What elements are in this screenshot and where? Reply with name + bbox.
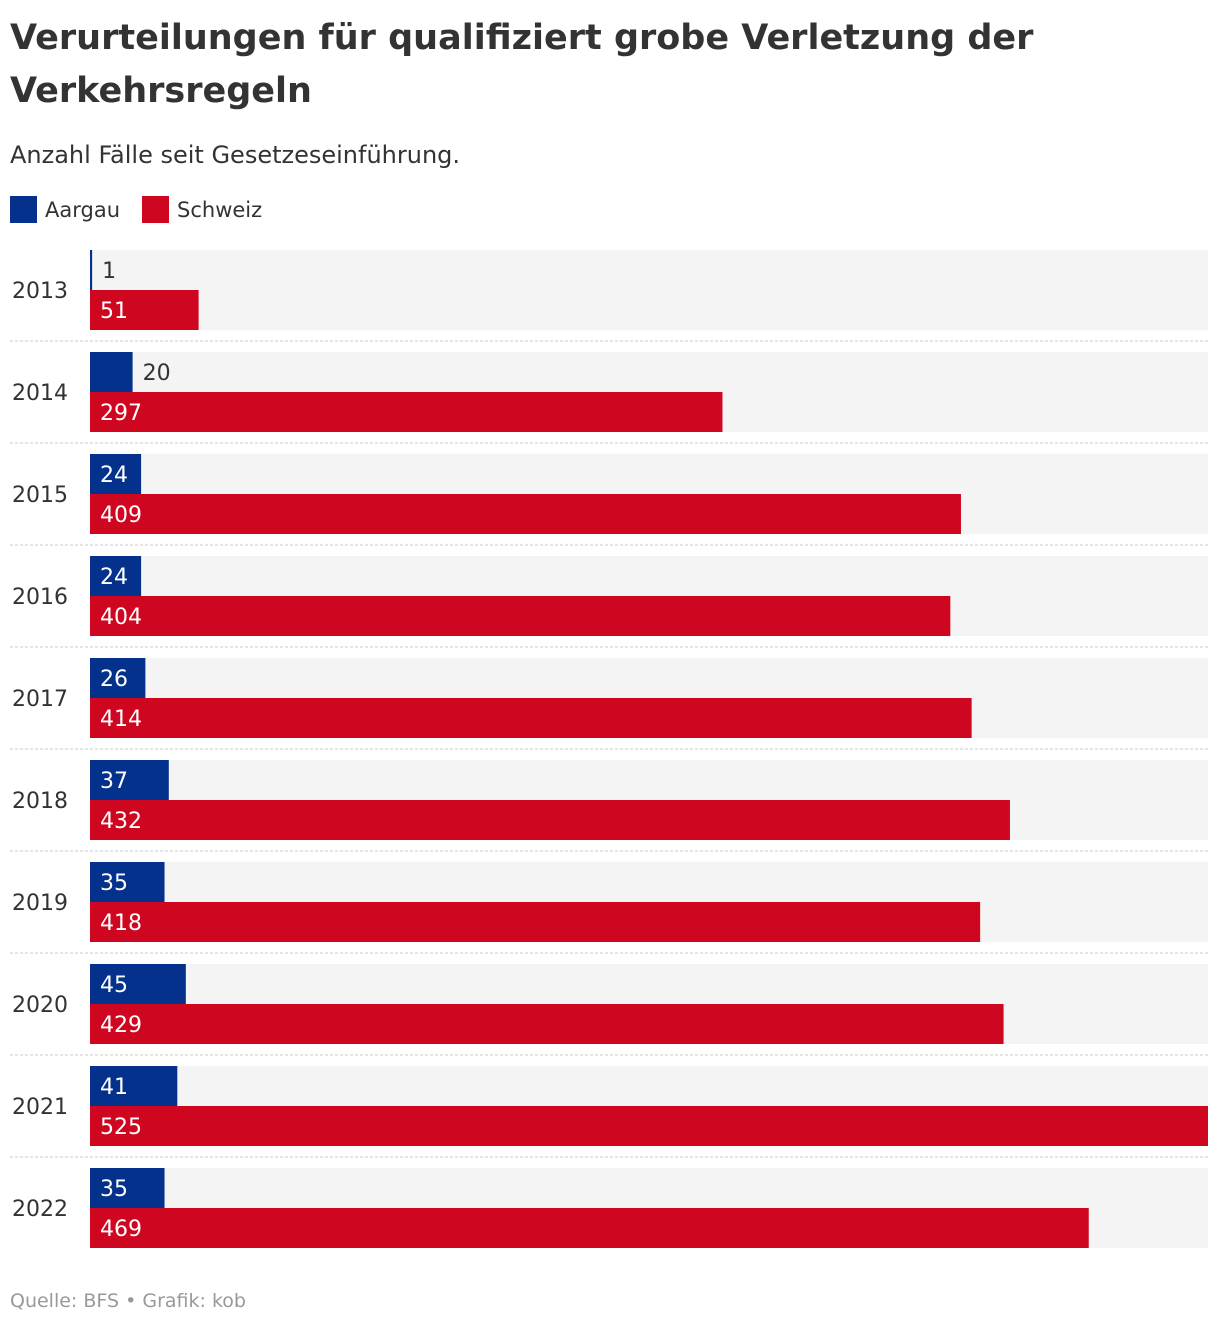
bar-aargau-2015	[90, 454, 142, 494]
data-label-aargau-2020: 45	[100, 973, 128, 998]
data-label-schweiz-2016: 404	[100, 605, 142, 630]
data-label-aargau-2022: 35	[100, 1177, 128, 1202]
bar-aargau-2019	[90, 862, 165, 902]
data-label-schweiz-2014: 297	[100, 401, 142, 426]
year-label-2016: 2016	[12, 585, 68, 610]
bar-schweiz-2019	[90, 902, 981, 942]
year-label-2015: 2015	[12, 483, 68, 508]
bar-schweiz-2014	[90, 392, 723, 432]
bar-schweiz-2015	[90, 494, 961, 534]
data-label-schweiz-2020: 429	[100, 1013, 142, 1038]
data-label-aargau-2021: 41	[100, 1075, 128, 1100]
year-label-2017: 2017	[12, 687, 68, 712]
data-label-aargau-2019: 35	[100, 871, 128, 896]
data-label-schweiz-2013: 51	[100, 299, 128, 324]
bar-aargau-2014	[90, 352, 133, 392]
legend-item-aargau: Aargau	[10, 196, 120, 223]
year-label-2021: 2021	[12, 1095, 68, 1120]
data-label-schweiz-2021: 525	[100, 1115, 142, 1140]
source-footer: Quelle: BFS • Grafik: kob	[10, 1290, 246, 1312]
data-label-aargau-2017: 26	[100, 667, 128, 692]
legend-swatch-aargau	[10, 196, 37, 223]
data-label-schweiz-2015: 409	[100, 503, 142, 528]
year-label-2018: 2018	[12, 789, 68, 814]
bar-schweiz-2013	[90, 290, 199, 330]
chart-subtitle: Anzahl Fälle seit Gesetzeseinführung.	[10, 141, 461, 169]
data-label-aargau-2014: 20	[143, 361, 171, 386]
legend: Aargau Schweiz	[10, 196, 284, 223]
bar-schweiz-2016	[90, 596, 951, 636]
bar-schweiz-2017	[90, 698, 972, 738]
bar-aargau-2020	[90, 964, 186, 1004]
bar-aargau-2022	[90, 1168, 165, 1208]
year-label-2022: 2022	[12, 1197, 68, 1222]
legend-label-aargau: Aargau	[45, 197, 121, 222]
bar-schweiz-2022	[90, 1208, 1089, 1248]
data-label-aargau-2013: 1	[102, 259, 116, 284]
row-track-2013	[90, 250, 1208, 330]
data-label-schweiz-2022: 469	[100, 1217, 142, 1242]
data-label-aargau-2018: 37	[100, 769, 128, 794]
bar-aargau-2021	[90, 1066, 178, 1106]
legend-item-schweiz: Schweiz	[142, 196, 262, 223]
bar-schweiz-2018	[90, 800, 1010, 840]
legend-label-schweiz: Schweiz	[177, 197, 263, 222]
legend-swatch-schweiz	[142, 196, 170, 223]
bar-aargau-2018	[90, 760, 169, 800]
year-label-2014: 2014	[12, 381, 68, 406]
year-label-2019: 2019	[12, 891, 68, 916]
data-label-schweiz-2019: 418	[100, 911, 142, 936]
bar-aargau-2016	[90, 556, 142, 596]
data-label-schweiz-2018: 432	[100, 809, 142, 834]
year-label-2020: 2020	[12, 993, 68, 1018]
data-label-aargau-2016: 24	[100, 565, 128, 590]
data-label-aargau-2015: 24	[100, 463, 128, 488]
chart-title: Verurteilungen für qualifiziert grobe Ve…	[10, 18, 1034, 111]
year-label-2013: 2013	[12, 279, 68, 304]
bar-schweiz-2021	[90, 1106, 1208, 1146]
bar-aargau-2013	[90, 250, 93, 290]
bar-schweiz-2020	[90, 1004, 1004, 1044]
data-label-schweiz-2017: 414	[100, 707, 142, 732]
bar-aargau-2017	[90, 658, 146, 698]
